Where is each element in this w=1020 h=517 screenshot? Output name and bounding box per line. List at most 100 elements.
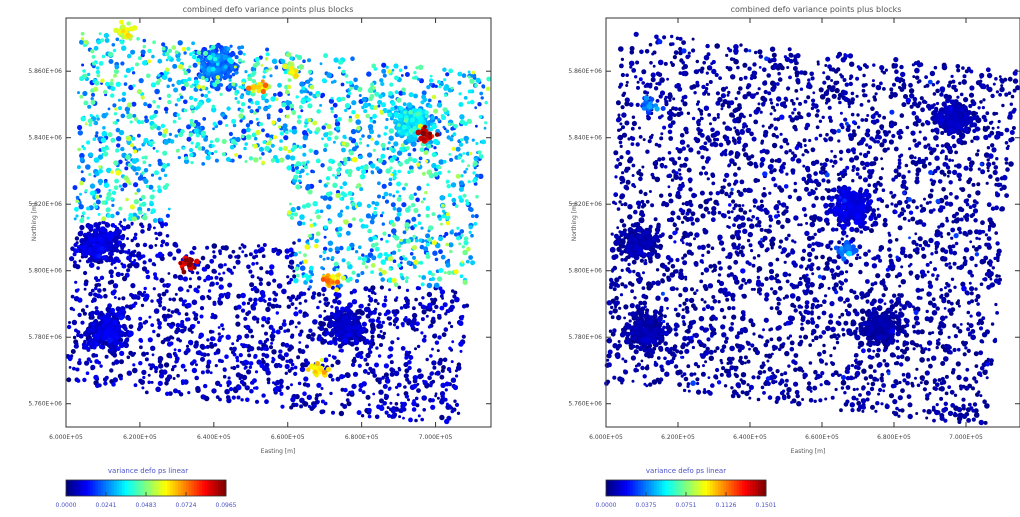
scatter-point [193, 316, 199, 322]
y-tick-label: 5.800E+06 [28, 268, 62, 275]
scatter-point [388, 316, 392, 320]
scatter-point [244, 385, 248, 389]
scatter-point [870, 106, 875, 111]
scatter-point [841, 332, 846, 337]
scatter-point [256, 359, 262, 365]
scatter-point [165, 67, 170, 72]
scatter-point [265, 133, 270, 138]
scatter-point [423, 150, 429, 156]
scatter-point [251, 79, 257, 84]
scatter-point [383, 191, 389, 197]
scatter-point [269, 74, 273, 78]
scatter-point [81, 250, 88, 257]
scatter-point [129, 204, 135, 210]
scatter-point [227, 282, 233, 288]
scatter-point [245, 134, 252, 140]
scatter-point [394, 402, 399, 406]
scatter-point [333, 292, 338, 297]
scatter-point [266, 281, 271, 287]
scatter-point [351, 334, 356, 339]
scatter-point [452, 384, 459, 391]
y-tick-label: 5.840E+06 [28, 135, 62, 142]
scatter-point [479, 91, 484, 96]
colorbar: 0.0000 0.0241 0.0483 0.0724 0.0965 [56, 479, 237, 509]
scatter-point [209, 140, 214, 144]
scatter-point [392, 194, 396, 198]
x-tick-label: 6.800E+05 [345, 434, 379, 441]
scatter-point [367, 403, 371, 407]
scatter-point [91, 92, 95, 97]
scatter-point [438, 236, 443, 242]
scatter-point [115, 148, 120, 153]
scatter-point [94, 134, 99, 138]
scatter-point [394, 75, 399, 81]
scatter-point [181, 381, 185, 386]
scatter-point [381, 62, 387, 68]
scatter-point [127, 316, 131, 321]
scatter-point [119, 19, 124, 25]
scatter-point [194, 375, 199, 381]
scatter-point [306, 367, 311, 372]
scatter-point [295, 273, 300, 278]
scatter-point [361, 261, 366, 266]
scatter-point [321, 125, 326, 130]
scatter-point [105, 146, 109, 151]
scatter-point [238, 85, 242, 89]
scatter-point [334, 135, 339, 140]
scatter-point [146, 207, 151, 212]
scatter-point [356, 320, 361, 325]
scatter-point [455, 374, 459, 378]
scatter-point [396, 97, 402, 103]
scatter-point [378, 380, 382, 385]
scatter-point [285, 105, 290, 111]
scatter-point [915, 367, 919, 371]
scatter-point [186, 136, 192, 142]
scatter-point [95, 114, 99, 118]
scatter-point [359, 303, 364, 309]
scatter-point [983, 420, 988, 425]
scatter-point [265, 69, 269, 73]
scatter-point [192, 265, 197, 270]
scatter-point [236, 385, 242, 391]
scatter-point [367, 414, 372, 419]
scatter-point [211, 388, 217, 394]
scatter-point [412, 158, 418, 164]
scatter-point [110, 307, 116, 313]
scatter-point [109, 368, 114, 373]
scatter-point [838, 315, 842, 319]
scatter-point [286, 165, 292, 171]
scatter-point [81, 216, 85, 220]
scatter-point [275, 311, 279, 315]
scatter-point [100, 78, 105, 83]
scatter-point [290, 302, 294, 306]
scatter-point [401, 324, 405, 328]
scatter-point [184, 312, 189, 317]
scatter-point [413, 223, 418, 228]
scatter-point [220, 245, 226, 251]
scatter-point [191, 41, 196, 46]
scatter-point [287, 149, 292, 154]
scatter-point [386, 413, 392, 418]
scatter-point [346, 94, 351, 99]
scatter-point [211, 243, 218, 249]
scatter-point [226, 106, 231, 111]
scatter-point [215, 395, 220, 399]
scatter-point [159, 221, 165, 227]
scatter-point [321, 369, 327, 375]
scatter-point [261, 128, 265, 133]
scatter-point [405, 288, 410, 292]
scatter-point [824, 64, 828, 67]
scatter-points [604, 31, 1020, 426]
scatter-point [127, 248, 131, 252]
scatter-point [241, 374, 248, 381]
scatter-point [358, 141, 363, 145]
scatter-point [254, 370, 259, 374]
scatter-point [197, 285, 201, 289]
scatter-point [192, 245, 197, 251]
scatter-point [404, 394, 410, 399]
scatter-point [103, 233, 108, 238]
scatter-point [374, 140, 380, 146]
scatter-point [424, 114, 429, 119]
scatter-point [160, 239, 166, 245]
scatter-point [465, 259, 470, 264]
